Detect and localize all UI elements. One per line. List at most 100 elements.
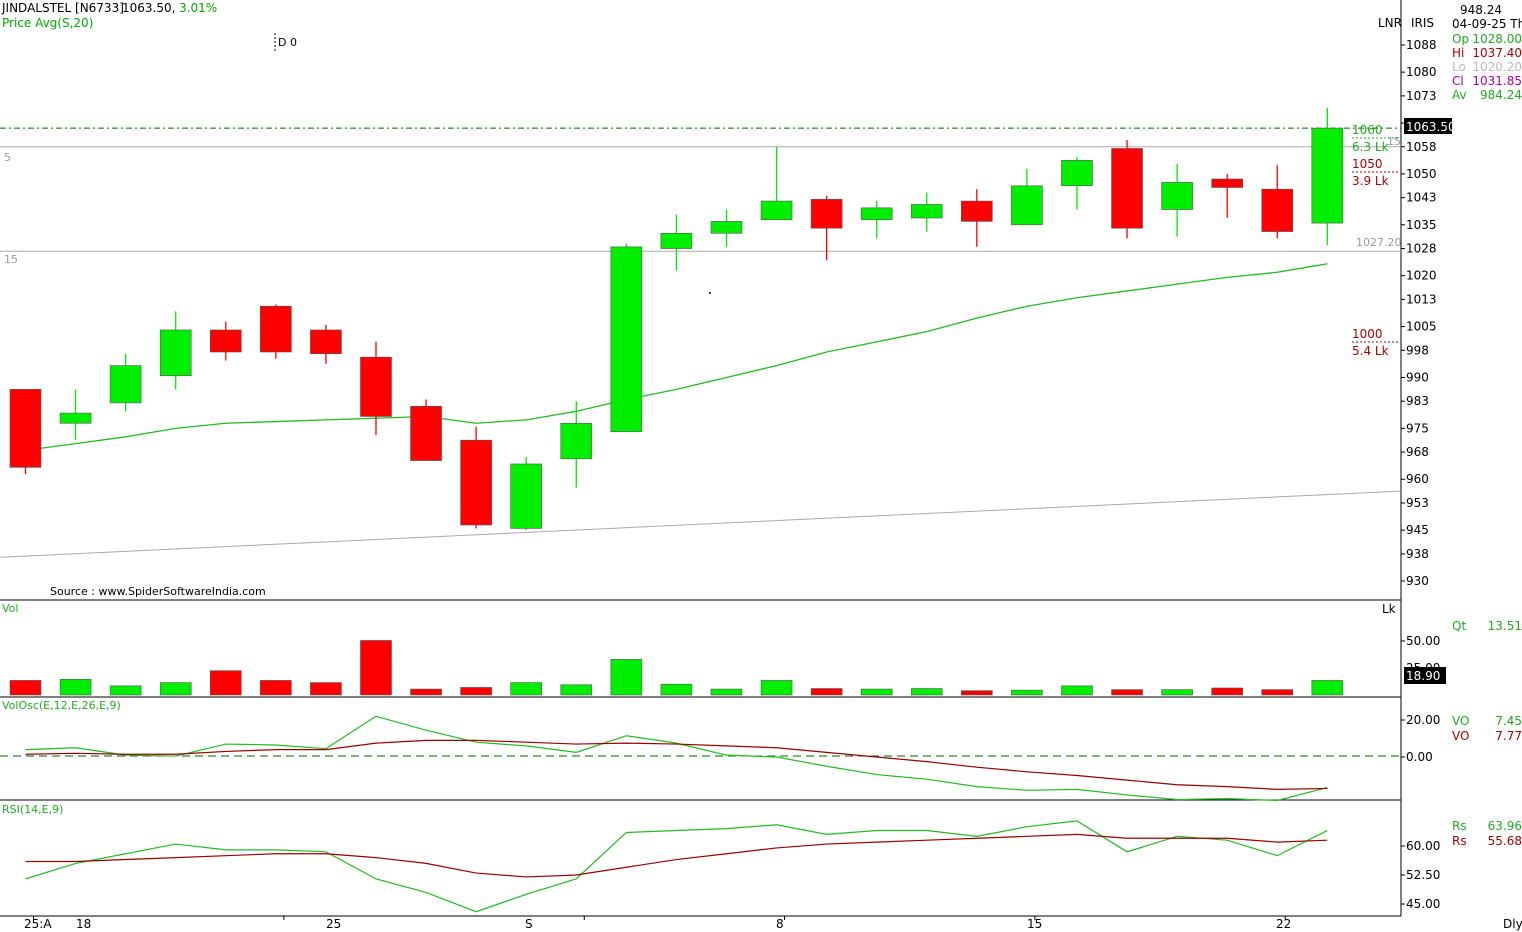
stray-dot	[709, 292, 711, 294]
volosc-lines	[25, 715, 1328, 802]
rsi-tick-45: 45.00	[1406, 897, 1440, 911]
rs1-value: 63.96	[1488, 819, 1522, 833]
last-price: 1063.50,	[122, 1, 175, 15]
price-tick-label: 975	[1406, 421, 1429, 435]
level-102720: 1027.20	[1356, 236, 1402, 249]
volume-bar	[109, 685, 142, 696]
level-1050: 1050	[1352, 157, 1383, 171]
candle	[109, 353, 142, 412]
volosc-tick-0: 0.00	[1406, 750, 1433, 764]
volume-tag: 18.90	[1406, 669, 1440, 683]
rsi-signal-line	[25, 833, 1328, 878]
trendline-segment	[0, 490, 1402, 558]
sma20-line	[25, 263, 1328, 452]
candle	[910, 192, 943, 232]
volume-63lk: 6.3 Lk	[1352, 140, 1389, 154]
low-label: Lo	[1452, 60, 1466, 74]
price-tick-label: 998	[1406, 343, 1429, 357]
volosc-tick-20: 20.00	[1406, 713, 1440, 727]
trendline	[0, 490, 1402, 558]
volosc-signal-line	[25, 739, 1328, 790]
candle-body	[510, 463, 543, 529]
volume-bar	[961, 690, 993, 696]
volume-bar	[810, 688, 843, 696]
candle-body	[59, 412, 92, 424]
volume-bar	[209, 670, 242, 696]
candle	[660, 214, 693, 271]
x-label-15: 15	[1027, 917, 1042, 931]
candle-body	[660, 232, 693, 249]
volosc-vo-line	[25, 715, 1328, 802]
candle	[1061, 156, 1093, 210]
price-tick-label: 1020	[1406, 269, 1437, 283]
candle-body	[310, 329, 342, 355]
open-label: Op	[1452, 32, 1469, 46]
volume-panel-label: Vol	[2, 602, 18, 615]
x-label-25: 25	[326, 917, 341, 931]
candle	[961, 189, 993, 247]
volume-unit: Lk	[1382, 602, 1396, 616]
candle-body	[961, 200, 993, 222]
candle	[1261, 165, 1294, 239]
left-label-5: 5	[4, 151, 11, 164]
level-1060: 1060	[1352, 123, 1383, 137]
high-value: 1037.40	[1472, 46, 1522, 60]
high-label: Hi	[1452, 46, 1464, 60]
volume-bar	[310, 682, 342, 696]
lnr-label: LNR	[1378, 16, 1402, 30]
candlesticks[interactable]	[9, 107, 1344, 531]
avg-label: Av	[1452, 88, 1467, 102]
candle-body	[560, 422, 593, 460]
left-label-15: 15	[4, 253, 18, 266]
chart-frame	[0, 0, 1402, 917]
open-value: 1028.00	[1472, 32, 1522, 46]
x-axis-ticks	[33, 916, 1286, 920]
candle	[760, 146, 793, 221]
volume-bar	[510, 682, 543, 696]
price-tick-label: 1028	[1406, 242, 1437, 256]
candle	[1211, 173, 1243, 219]
candle-body	[410, 405, 442, 461]
price-tick-label: 1073	[1406, 89, 1437, 103]
candle	[9, 389, 42, 475]
volume-bar	[159, 682, 192, 696]
period-label: Dly	[1503, 917, 1522, 931]
price-tick-label: 1050	[1406, 167, 1437, 181]
price-avg-label: Price Avg(S,20)	[2, 16, 93, 30]
candle	[1011, 168, 1043, 226]
vo1-label: VO	[1452, 714, 1469, 728]
candle	[810, 195, 843, 261]
d-marker-label: D 0	[278, 36, 297, 49]
volume-bar	[260, 680, 292, 696]
candle-body	[710, 221, 743, 234]
iris-label: IRIS	[1411, 16, 1434, 30]
volume-bar	[1211, 687, 1243, 696]
candle	[59, 389, 92, 441]
price-tick-label: 1080	[1406, 65, 1437, 79]
source-text: Source : www.SpiderSoftwareIndia.com	[50, 585, 266, 598]
candle	[560, 401, 593, 488]
x-label-aug: 25:A	[24, 917, 52, 931]
volume-54lk: 5.4 Lk	[1352, 344, 1389, 358]
price-tick-label: 1058	[1406, 140, 1437, 154]
candle	[1311, 107, 1344, 246]
rs2-value: 55.68	[1488, 834, 1522, 848]
change-percent: 3.01%	[179, 1, 217, 15]
vo1-value: 7.45	[1495, 714, 1522, 728]
price-tick-label: 930	[1406, 574, 1429, 588]
volume-bar	[910, 688, 943, 696]
price-horizontal-lines	[0, 127, 1401, 252]
volume-39lk: 3.9 Lk	[1352, 174, 1389, 188]
candle	[460, 426, 492, 529]
volume-bar	[1061, 685, 1093, 696]
volume-bar	[1111, 689, 1143, 696]
volume-bar	[560, 684, 593, 696]
candle	[860, 201, 893, 239]
info-date: 04-09-25 Th	[1452, 17, 1522, 31]
candle	[310, 324, 342, 364]
price-tick-label: 1013	[1406, 292, 1437, 306]
rsi-lines	[25, 820, 1328, 913]
volosc-panel-label: VolOsc(E,12,E,26,E,9)	[2, 699, 121, 712]
vo2-label: VO	[1452, 729, 1469, 743]
